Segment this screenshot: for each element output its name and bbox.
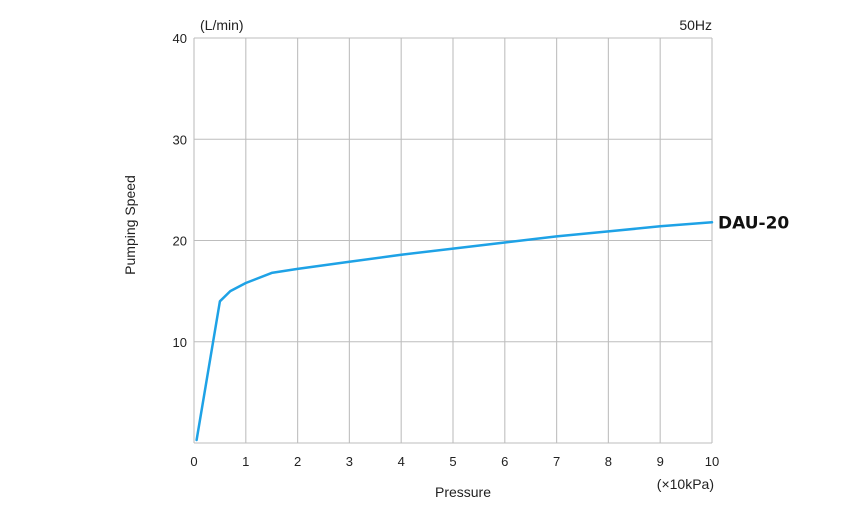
x-tick-label: 5: [449, 454, 456, 469]
x-tick-label: 6: [501, 454, 508, 469]
x-tick-label: 10: [705, 454, 719, 469]
y-axis-label: Pumping Speed: [122, 175, 138, 275]
x-tick-label: 8: [605, 454, 612, 469]
x-tick-label: 2: [294, 454, 301, 469]
x-tick-label: 0: [190, 454, 197, 469]
y-unit-label: (L/min): [200, 17, 244, 33]
series-label: DAU-20: [718, 213, 789, 233]
series-line: [195, 221, 714, 442]
x-unit-label: (×10kPa): [657, 476, 714, 492]
x-axis-label: Pressure: [435, 484, 491, 500]
x-tick-label: 3: [346, 454, 353, 469]
x-tick-label: 7: [553, 454, 560, 469]
y-tick-label: 30: [173, 132, 187, 147]
x-tick-label: 4: [398, 454, 405, 469]
y-tick-label: 10: [173, 335, 187, 350]
y-tick-label: 20: [173, 234, 187, 249]
frequency-annotation: 50Hz: [679, 17, 712, 33]
x-tick-label: 1: [242, 454, 249, 469]
y-tick-label: 40: [173, 31, 187, 46]
x-tick-label: 9: [657, 454, 664, 469]
